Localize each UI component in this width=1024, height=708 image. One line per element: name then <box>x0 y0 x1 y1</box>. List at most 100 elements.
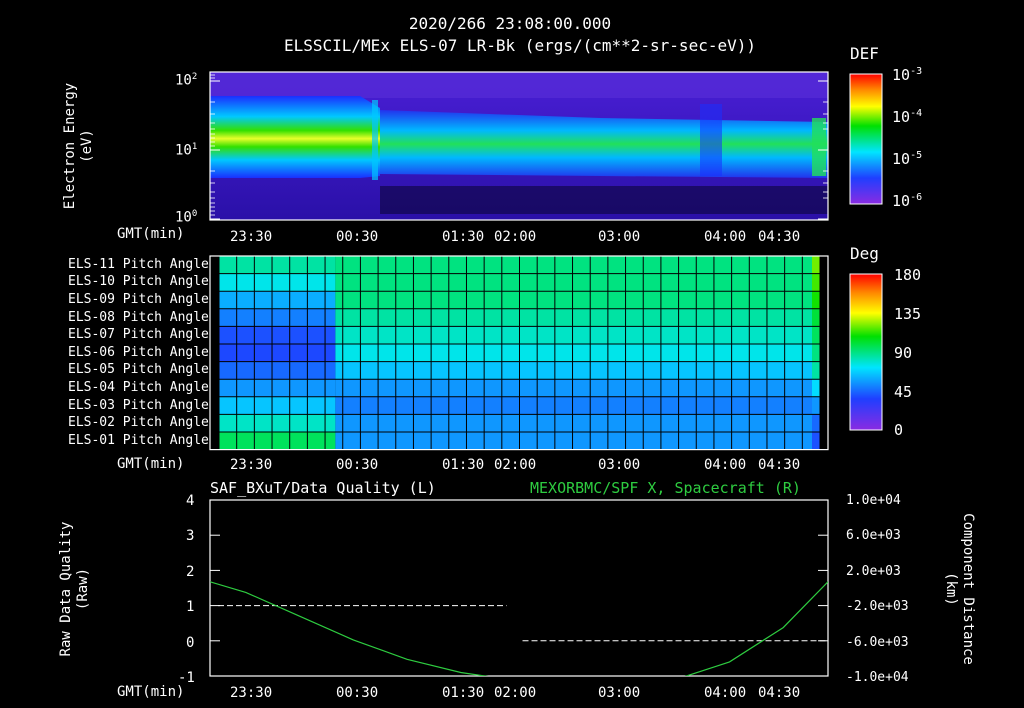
pitch-cell-els-04-seg1 <box>219 379 336 397</box>
panel1-xtick-0130: 01:30 <box>442 229 485 245</box>
pitch-cell-els-05-seg1 <box>219 361 336 380</box>
pitch-cell-els-06-seg1 <box>219 344 336 362</box>
panel3-ytick-right-4: -2.0e+03 <box>846 599 909 614</box>
spectrogram-minor-ticks <box>210 74 828 216</box>
panel3-ytick-left-0: 0 <box>186 635 195 651</box>
panel2-xtick-0300: 03:00 <box>598 457 641 473</box>
pitch-frame <box>209 255 829 451</box>
chart-title: ELSSCIL/MEx ELS-07 LR-Bk (ergs/(cm**2-sr… <box>283 36 756 55</box>
pitch-row-label-els-04: ELS-04 Pitch Angle <box>68 380 209 395</box>
panel3-xtick-0300: 03:00 <box>598 685 641 701</box>
pitch-angle-heatmap <box>209 255 829 451</box>
pitch-row-label-els-11: ELS-11 Pitch Angle <box>68 257 209 272</box>
panel1-colorbar-tick-1e-5: 10-5 <box>892 150 923 168</box>
pitch-cell-els-09-seg2 <box>335 291 820 309</box>
pitch-edge-cell <box>812 326 820 344</box>
pitch-edge-cell <box>812 308 820 327</box>
pitch-row-label-els-02: ELS-02 Pitch Angle <box>68 415 209 430</box>
panel1-xtick-0430: 04:30 <box>758 229 801 245</box>
spectrogram-dropout-band <box>380 186 828 214</box>
pitch-cell-els-02-seg2 <box>335 414 820 432</box>
spectrogram-event-0400 <box>700 104 722 176</box>
quality-panel <box>209 499 829 677</box>
spectrogram-ticks <box>210 80 828 220</box>
pitch-cell-els-02-seg1 <box>219 414 336 432</box>
pitch-cell-els-07-seg1 <box>219 326 336 344</box>
pitch-edge-cell <box>812 273 820 292</box>
pitch-edge-cell <box>812 432 820 450</box>
panel2-colorbar-tick-45: 45 <box>894 383 913 401</box>
panel3-ytick-left-4: 4 <box>186 493 195 509</box>
panel2-xtick-0130: 01:30 <box>442 457 485 473</box>
panel1-ytick-100: 102 <box>175 72 198 89</box>
pitch-cell-els-11-seg1 <box>219 256 336 274</box>
panel2-colorbar <box>849 273 883 431</box>
pitch-cell-els-10-seg1 <box>219 273 336 292</box>
pitch-edge-cell <box>812 256 820 274</box>
pitch-cell-els-06-seg2 <box>335 344 820 362</box>
chart-timestamp: 2020/266 23:08:00.000 <box>408 14 612 33</box>
panel1-colorbar-tick-1e-3: 10-3 <box>892 66 923 84</box>
panel2-xtick-0430: 04:30 <box>758 457 801 473</box>
panel1-xtick-2330: 23:30 <box>230 229 273 245</box>
panel3-ytick-right-2: 6.0e+03 <box>846 528 901 543</box>
pitch-row-label-els-10: ELS-10 Pitch Angle <box>68 274 209 289</box>
pitch-row-label-els-07: ELS-07 Pitch Angle <box>68 327 209 342</box>
panel1-xtick-0400: 04:00 <box>704 229 747 245</box>
panel3-ytick-left-2: 2 <box>186 564 195 580</box>
pitch-edge-cell <box>812 291 820 309</box>
pitch-row-label-els-03: ELS-03 Pitch Angle <box>68 398 209 413</box>
pitch-edge-cell <box>812 361 820 380</box>
pitch-left-gap <box>210 256 219 450</box>
pitch-cell-els-08-seg1 <box>219 308 336 327</box>
pitch-edge-cell <box>812 396 820 415</box>
panel1-xtick-0030: 00:30 <box>336 229 379 245</box>
pitch-cell-els-10-seg2 <box>335 273 820 292</box>
panel3-ytick-left-3: 3 <box>186 528 195 544</box>
panel3-ytick-left-neg1: -1 <box>178 670 195 686</box>
pitch-cell-els-01-seg1 <box>219 432 336 450</box>
panel3-ytick-right-1: 1.0e+04 <box>846 493 901 508</box>
panel3-xtick-0030: 00:30 <box>336 685 379 701</box>
panel2-colorbar-title: Deg <box>850 244 879 263</box>
pitch-cell-els-05-seg2 <box>335 361 820 380</box>
spectrogram-edge-peak <box>812 118 826 176</box>
panel2-xtick-0200: 02:00 <box>494 457 537 473</box>
pitch-cell-els-01-seg2 <box>335 432 820 450</box>
energy-spectrogram <box>209 71 829 221</box>
panel3-xlabel: GMT(min) <box>117 684 185 700</box>
panel3-ytick-left-1: 1 <box>186 599 195 615</box>
panel1-ytick-1: 100 <box>175 209 198 226</box>
panel3-xtick-0400: 04:00 <box>704 685 747 701</box>
panel1-ytick-10: 101 <box>175 142 198 159</box>
panel3-frame <box>209 499 829 677</box>
panel2-colorbar-tick-0: 0 <box>894 421 904 439</box>
panel1-colorbar <box>849 73 883 205</box>
pitch-row-label-els-06: ELS-06 Pitch Angle <box>68 345 209 360</box>
panel2-colorbar-tick-90: 90 <box>894 344 913 362</box>
panel1-colorbar-tick-1e-6: 10-6 <box>892 192 923 210</box>
panel1-xtick-0300: 03:00 <box>598 229 641 245</box>
panel2-xtick-0400: 04:00 <box>704 457 747 473</box>
panel3-xtick-2330: 23:30 <box>230 685 273 701</box>
panel3-ytick-right-3: 2.0e+03 <box>846 564 901 579</box>
pitch-cell-els-03-seg1 <box>219 396 336 415</box>
pitch-edge-cell <box>812 344 820 362</box>
spectrogram-event-0030 <box>372 100 378 180</box>
panel1-xtick-0200: 02:00 <box>494 229 537 245</box>
panel2-xtick-0030: 00:30 <box>336 457 379 473</box>
panel3-ytick-right-6: -1.0e+04 <box>846 670 909 685</box>
panel3-ytick-right-5: -6.0e+03 <box>846 635 909 650</box>
pitch-row-label-els-08: ELS-08 Pitch Angle <box>68 310 209 325</box>
panel3-xtick-0130: 01:30 <box>442 685 485 701</box>
pitch-cell-els-11-seg2 <box>335 256 820 274</box>
pitch-row-label-els-05: ELS-05 Pitch Angle <box>68 362 209 377</box>
pitch-cell-els-08-seg2 <box>335 308 820 327</box>
panel3-ticks <box>210 499 828 677</box>
panel3-right-title: MEXORBMC/SPF X, Spacecraft (R) <box>530 479 801 497</box>
panel1-colorbar-tick-1e-4: 10-4 <box>892 108 923 126</box>
spacecraft-x-line <box>210 581 828 676</box>
pitch-cell-els-03-seg2 <box>335 396 820 415</box>
panel1-xlabel: GMT(min) <box>117 226 185 242</box>
